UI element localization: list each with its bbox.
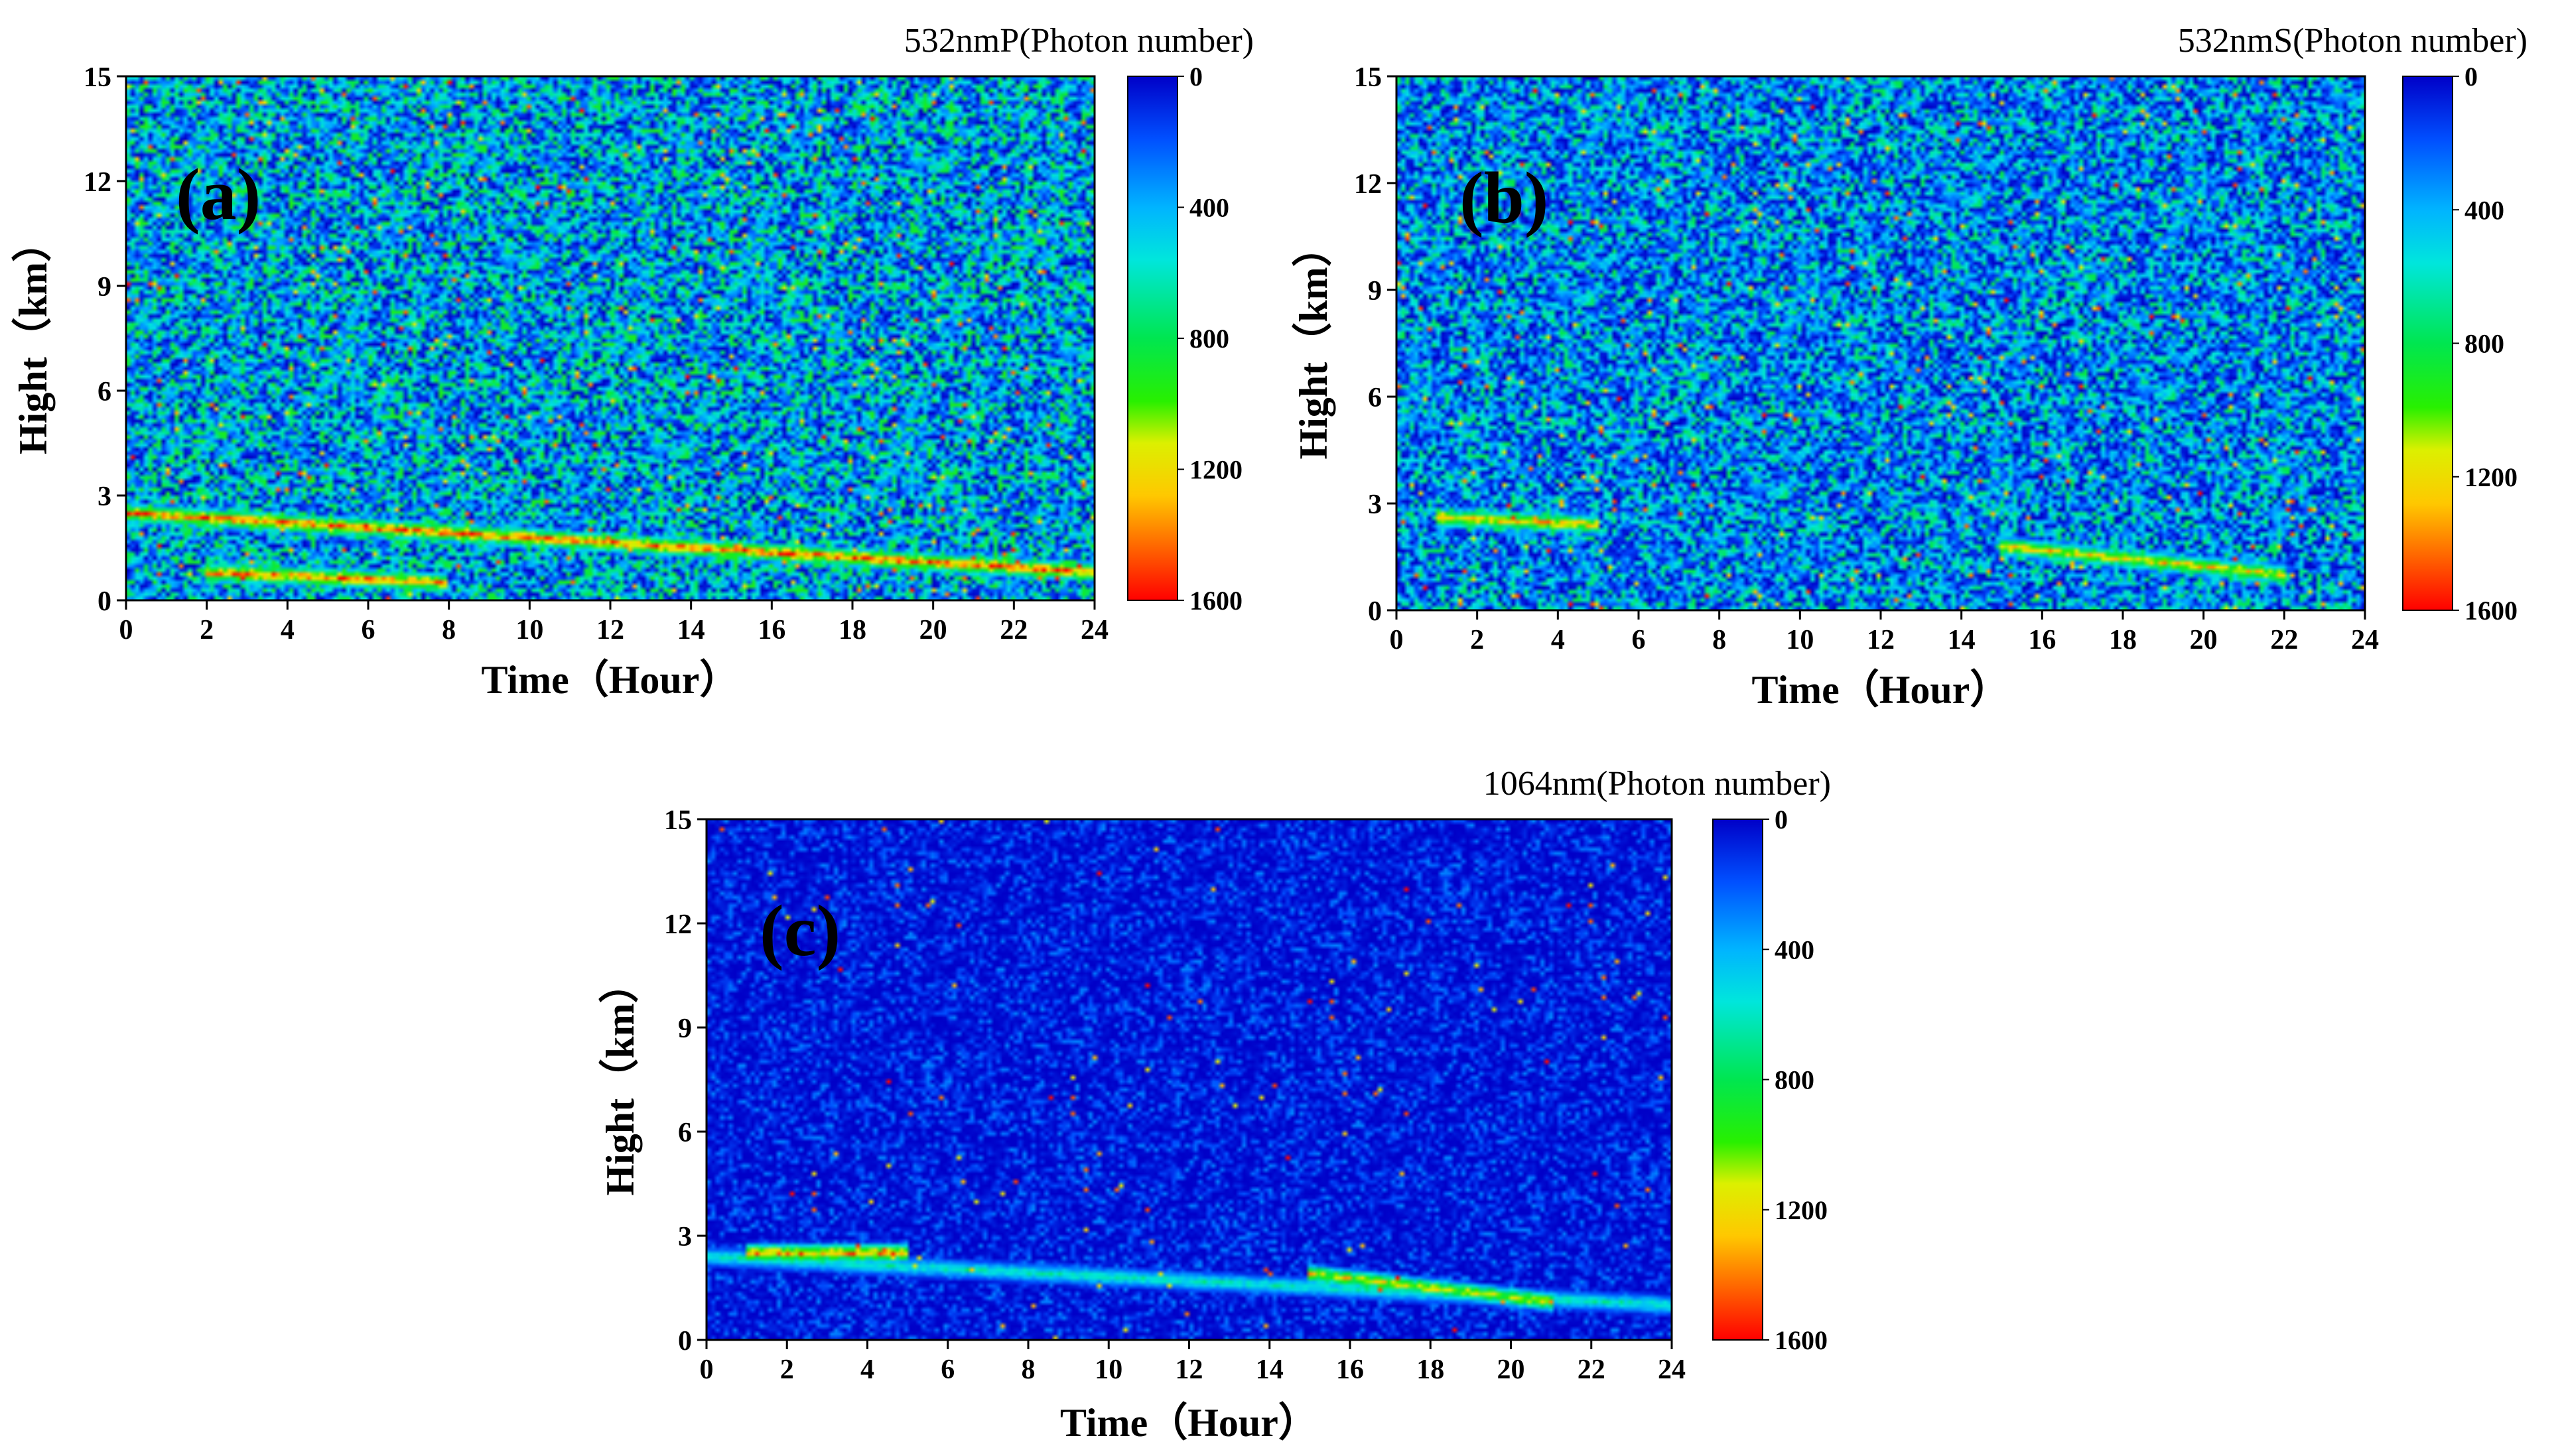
x-tick-label: 8 <box>1022 1355 1036 1385</box>
x-tick-label: 10 <box>515 615 543 645</box>
colorbar-tick-label: 800 <box>1189 324 1229 354</box>
colorbar-tick-label: 0 <box>1189 62 1203 92</box>
x-tick-label: 4 <box>1551 625 1565 655</box>
x-tick-label: 14 <box>677 615 705 645</box>
x-tick-label: 12 <box>596 615 624 645</box>
x-tick-label: 10 <box>1095 1355 1122 1385</box>
y-tick-label: 15 <box>1354 62 1382 93</box>
x-tick-label: 18 <box>1416 1355 1444 1385</box>
x-tick-label: 2 <box>780 1355 794 1385</box>
colorbar-tick-label: 400 <box>2464 195 2504 225</box>
colorbar-tick-label: 1600 <box>2464 596 2518 626</box>
x-tick-label: 18 <box>839 615 866 645</box>
panel-label: (b) <box>1459 157 1548 238</box>
y-tick-label: 9 <box>1368 276 1382 306</box>
x-tick-label: 16 <box>1336 1355 1364 1385</box>
x-tick-label: 20 <box>2190 625 2218 655</box>
y-tick-label: 6 <box>1368 383 1382 413</box>
y-tick-label: 6 <box>678 1118 692 1148</box>
colorbar-tick-label: 800 <box>1775 1065 1814 1095</box>
colorbar-title: 1064nm(Photon number) <box>1483 765 1831 803</box>
x-tick-label: 22 <box>1578 1355 1605 1385</box>
y-axis-label: Hight（km） <box>11 222 55 454</box>
colorbar-tick-label: 1200 <box>1189 455 1243 485</box>
x-tick-label: 20 <box>1497 1355 1525 1385</box>
colorbar-tick-label: 1600 <box>1189 586 1243 616</box>
x-tick-label: 24 <box>2351 625 2379 655</box>
x-tick-label: 6 <box>941 1355 955 1385</box>
x-tick-label: 22 <box>1000 615 1028 645</box>
colorbar-tick-label: 1200 <box>2464 462 2518 492</box>
heatmap-raster <box>126 76 1095 600</box>
x-tick-label: 14 <box>1256 1355 1284 1385</box>
colorbar-tick-label: 1600 <box>1775 1325 1828 1355</box>
y-tick-label: 15 <box>84 62 111 93</box>
colorbar-tick-label: 0 <box>2464 62 2478 92</box>
x-tick-label: 14 <box>1948 625 1976 655</box>
colorbar-title: 532nmP(Photon number) <box>904 22 1254 60</box>
x-tick-label: 12 <box>1176 1355 1203 1385</box>
x-tick-label: 20 <box>919 615 947 645</box>
x-tick-label: 4 <box>281 615 295 645</box>
y-tick-label: 6 <box>98 377 111 407</box>
colorbar <box>1128 76 1178 600</box>
x-tick-label: 6 <box>1632 625 1646 655</box>
panel-label: (c) <box>760 890 841 971</box>
colorbar-title: 532nmS(Photon number) <box>2178 22 2528 60</box>
colorbar-tick-label: 400 <box>1189 193 1229 223</box>
x-tick-label: 0 <box>700 1355 714 1385</box>
panel-b: 0 2 4 6 8 10 12 14 16 18 20 22 2403691215Time（Hour）H… <box>1291 22 2528 712</box>
y-axis-label: Hight（km） <box>1291 227 1335 459</box>
x-axis-label: Time（Hour） <box>1060 1400 1318 1445</box>
x-tick-label: 22 <box>2270 625 2298 655</box>
y-tick-label: 9 <box>98 272 111 302</box>
heatmap-raster <box>1396 76 2365 610</box>
x-tick-label: 16 <box>2028 625 2056 655</box>
x-tick-label: 16 <box>758 615 785 645</box>
x-tick-label: 10 <box>1786 625 1814 655</box>
colorbar-tick-label: 800 <box>2464 329 2504 359</box>
x-axis-label: Time（Hour） <box>1752 667 2010 712</box>
x-tick-label: 2 <box>200 615 214 645</box>
colorbar-tick-label: 0 <box>1775 805 1788 834</box>
y-tick-label: 3 <box>98 482 111 512</box>
x-tick-label: 24 <box>1658 1355 1686 1385</box>
y-tick-label: 9 <box>678 1014 692 1044</box>
x-tick-label: 0 <box>1390 625 1404 655</box>
y-tick-label: 0 <box>1368 596 1382 627</box>
y-tick-label: 15 <box>664 805 692 836</box>
y-tick-label: 12 <box>664 909 692 940</box>
y-tick-label: 3 <box>678 1222 692 1252</box>
y-tick-label: 3 <box>1368 490 1382 520</box>
panel-a: 0 2 4 6 8 10 12 14 16 18 20 22 2403691215Time（Hour）H… <box>11 22 1254 702</box>
heatmap-raster <box>707 819 1672 1340</box>
x-axis-label: Time（Hour） <box>482 657 740 702</box>
x-tick-label: 2 <box>1470 625 1484 655</box>
x-tick-label: 8 <box>1712 625 1726 655</box>
y-tick-label: 0 <box>98 586 111 617</box>
x-tick-label: 4 <box>860 1355 874 1385</box>
colorbar-tick-label: 400 <box>1775 935 1814 964</box>
x-tick-label: 8 <box>442 615 456 645</box>
figure: 0 2 4 6 8 10 12 14 16 18 20 22 2403691215Time（Hour）H… <box>0 0 2562 1456</box>
colorbar <box>2403 76 2453 610</box>
x-tick-label: 12 <box>1867 625 1895 655</box>
y-tick-label: 12 <box>1354 169 1382 200</box>
y-tick-label: 0 <box>678 1326 692 1357</box>
x-tick-label: 18 <box>2109 625 2137 655</box>
x-tick-label: 24 <box>1081 615 1109 645</box>
colorbar <box>1713 819 1763 1340</box>
x-tick-label: 6 <box>362 615 375 645</box>
y-tick-label: 12 <box>84 167 111 198</box>
x-tick-label: 0 <box>119 615 133 645</box>
panel-c: 0 2 4 6 8 10 12 14 16 18 20 22 2403691215Time（Hour）H… <box>598 765 1831 1445</box>
colorbar-tick-label: 1200 <box>1775 1195 1828 1225</box>
y-axis-label: Hight（km） <box>598 963 642 1195</box>
panel-label: (a) <box>176 154 261 235</box>
